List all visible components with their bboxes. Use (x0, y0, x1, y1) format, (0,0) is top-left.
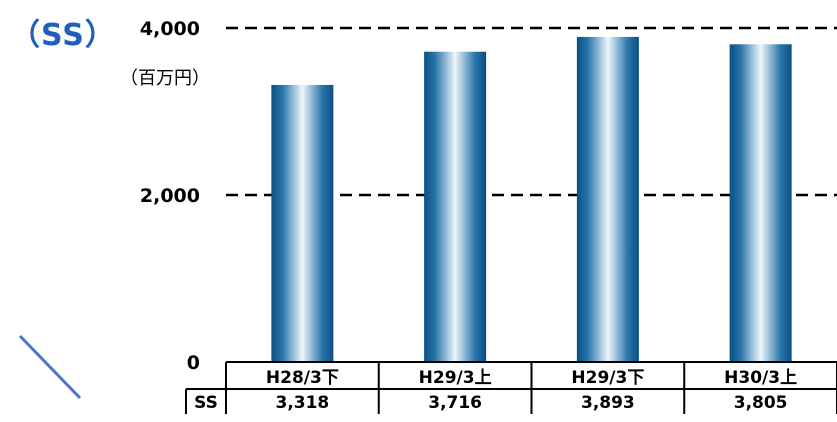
bar (729, 44, 792, 362)
unit-label: （百万円） (120, 68, 210, 89)
y-tick-label: 4,000 (140, 18, 200, 40)
table-row-label: SS (194, 393, 218, 413)
x-category-label: H29/3上 (419, 368, 492, 388)
y-tick-label: 2,000 (140, 185, 200, 207)
value-label: 3,318 (275, 393, 329, 413)
value-label: 3,805 (734, 393, 788, 413)
x-category-label: H30/3上 (724, 368, 797, 388)
segment-title: （SS） (10, 18, 116, 53)
x-category-label: H28/3下 (266, 368, 339, 388)
value-label: 3,716 (428, 393, 482, 413)
bar (271, 84, 334, 363)
y-tick-label: 0 (187, 352, 200, 374)
bar (424, 51, 487, 363)
value-label: 3,893 (581, 393, 635, 413)
bar (576, 36, 639, 362)
decorative-arc (18, 334, 82, 400)
x-category-label: H29/3下 (571, 368, 644, 388)
